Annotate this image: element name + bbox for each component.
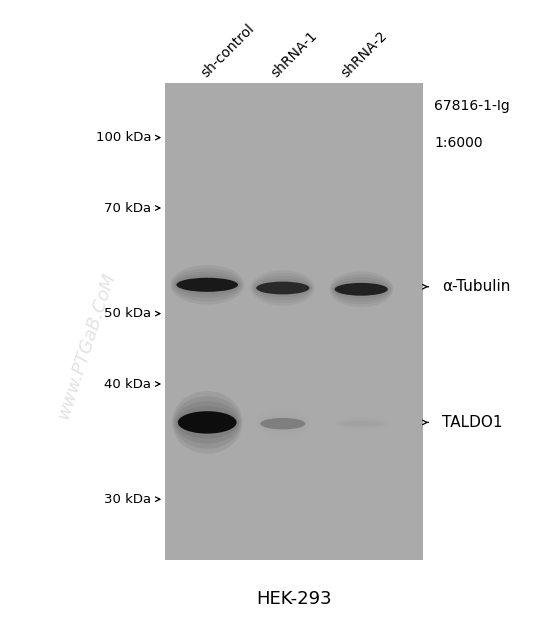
Ellipse shape — [254, 276, 312, 300]
Ellipse shape — [178, 411, 236, 434]
Text: TALDO1: TALDO1 — [442, 415, 503, 430]
Ellipse shape — [174, 396, 241, 449]
Ellipse shape — [185, 419, 229, 426]
Text: 70 kDa: 70 kDa — [104, 202, 151, 214]
Ellipse shape — [172, 391, 242, 454]
Text: sh-control: sh-control — [199, 21, 258, 80]
Ellipse shape — [176, 406, 238, 438]
Ellipse shape — [260, 418, 305, 429]
Text: 1:6000: 1:6000 — [434, 136, 483, 150]
Ellipse shape — [329, 271, 393, 307]
Text: 50 kDa: 50 kDa — [104, 307, 151, 320]
Text: HEK-293: HEK-293 — [256, 590, 332, 608]
Ellipse shape — [333, 280, 389, 298]
Ellipse shape — [175, 401, 240, 444]
Text: shRNA-2: shRNA-2 — [339, 29, 390, 80]
Text: 40 kDa: 40 kDa — [104, 378, 151, 390]
Ellipse shape — [266, 422, 300, 426]
Ellipse shape — [174, 271, 241, 298]
Text: 67816-1-Ig: 67816-1-Ig — [434, 99, 510, 113]
Bar — [165, 83, 423, 560]
Ellipse shape — [334, 283, 388, 296]
Ellipse shape — [330, 274, 392, 304]
Ellipse shape — [252, 273, 314, 303]
Ellipse shape — [255, 279, 311, 297]
Text: 30 kDa: 30 kDa — [104, 493, 151, 506]
Text: α-Tubulin: α-Tubulin — [442, 279, 511, 294]
Ellipse shape — [256, 282, 310, 294]
Text: shRNA-1: shRNA-1 — [269, 28, 320, 80]
Text: www.PTGaB.CoM: www.PTGaB.CoM — [55, 270, 119, 421]
Ellipse shape — [263, 285, 303, 291]
Ellipse shape — [172, 268, 242, 301]
Ellipse shape — [251, 270, 315, 306]
Text: 100 kDa: 100 kDa — [96, 131, 151, 144]
Ellipse shape — [176, 278, 238, 292]
Ellipse shape — [184, 282, 230, 287]
Ellipse shape — [339, 421, 384, 426]
Ellipse shape — [341, 287, 381, 291]
Ellipse shape — [170, 265, 244, 305]
Ellipse shape — [175, 275, 240, 295]
Ellipse shape — [332, 277, 390, 301]
